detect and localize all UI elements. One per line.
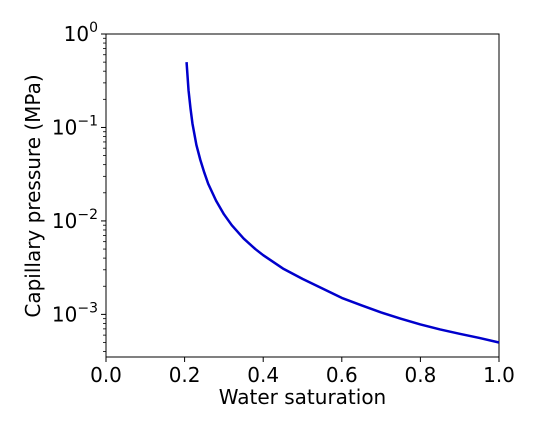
x-axis: 0.0 0.2 0.4 0.6 0.8 1.0 [90, 357, 515, 387]
plot-frame [105, 33, 500, 358]
y-tick-label: 100 [64, 20, 98, 46]
x-tick-label: 0.2 [169, 363, 201, 387]
y-axis-title: Capillary pressure (MPa) [21, 74, 45, 317]
series-line-0 [185, 62, 500, 344]
x-tick-label: 1.0 [483, 363, 515, 387]
x-tick-label: 0.6 [326, 363, 358, 387]
x-axis-title: Water saturation [219, 385, 386, 409]
plot-area [105, 33, 500, 358]
y-tick-label: 10−1 [52, 113, 98, 139]
x-tick-label: 0.8 [404, 363, 436, 387]
x-tick-label: 0.0 [90, 363, 122, 387]
x-tick-label: 0.4 [247, 363, 279, 387]
y-tick-label: 10−2 [52, 207, 98, 233]
y-axis: 100 10−1 10−2 10−3 [52, 20, 106, 352]
y-tick-label: 10−3 [52, 300, 98, 326]
